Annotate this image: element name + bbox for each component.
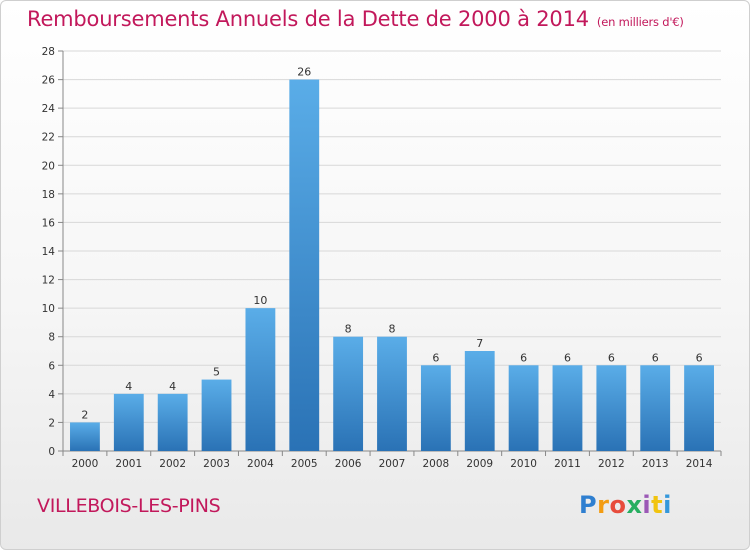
y-tick-label: 6: [48, 360, 55, 372]
bars: [70, 79, 714, 452]
bar-value-label: 7: [476, 337, 483, 350]
y-tick-label: 8: [48, 332, 55, 344]
bar-2006: [333, 336, 364, 451]
bar-value-label: 6: [432, 351, 439, 364]
x-tick-label: 2008: [422, 458, 449, 470]
bar-value-label: 8: [345, 323, 352, 336]
bar-2002: [157, 393, 188, 451]
y-tick-label: 2: [48, 417, 55, 429]
bar-value-label: 6: [608, 351, 615, 364]
y-tick-label: 16: [42, 217, 56, 229]
bar-value-label: 6: [564, 351, 571, 364]
x-tick-label: 2009: [466, 458, 493, 470]
x-tick-label: 2004: [247, 458, 274, 470]
x-tick-label: 2000: [72, 458, 99, 470]
x-tick-label: 2012: [598, 458, 625, 470]
bar-2005: [289, 79, 320, 452]
y-tick-label: 26: [42, 75, 56, 87]
x-tick-label: 2002: [159, 458, 186, 470]
y-tick-label: 24: [42, 103, 56, 115]
bar-2013: [640, 365, 671, 451]
bar-2001: [113, 393, 144, 451]
bar-value-label: 8: [389, 323, 396, 336]
bar-value-label: 5: [213, 366, 220, 379]
x-tick-label: 2003: [203, 458, 230, 470]
bar-value-label: 6: [520, 351, 527, 364]
bar-value-label: 26: [297, 66, 311, 79]
chart-title: Remboursements Annuels de la Dette de 20…: [27, 7, 684, 31]
commune-name: VILLEBOIS-LES-PINS: [37, 495, 221, 517]
y-tick-label: 10: [42, 303, 55, 315]
bar-2007: [377, 336, 407, 451]
bar-2009: [464, 351, 495, 451]
x-tick-label: 2011: [554, 458, 581, 470]
y-tick-label: 0: [48, 446, 55, 458]
x-tick-label: 2006: [335, 458, 362, 470]
y-tick-label: 18: [42, 189, 55, 201]
proxiti-logo: Proxiti: [579, 491, 672, 519]
x-tick-label: 2010: [510, 458, 537, 470]
bar-2003: [201, 379, 232, 451]
bar-value-label: 6: [652, 351, 659, 364]
x-tick-label: 2007: [379, 458, 406, 470]
bar-value-label: 4: [169, 380, 176, 393]
bar-value-label: 10: [253, 294, 267, 307]
x-tick-label: 2014: [686, 458, 713, 470]
bar-2010: [508, 365, 539, 451]
y-tick-label: 12: [42, 275, 55, 287]
bar-2012: [596, 365, 627, 451]
y-tick-label: 20: [42, 160, 55, 172]
bar-2000: [70, 422, 100, 451]
y-tick-label: 14: [42, 246, 56, 258]
y-tick-label: 28: [42, 46, 55, 58]
bar-2011: [552, 365, 583, 451]
bar-2004: [245, 308, 276, 451]
x-tick-label: 2005: [291, 458, 318, 470]
bar-value-label: 6: [696, 351, 703, 364]
bar-value-label: 4: [125, 380, 132, 393]
y-tick-label: 22: [42, 132, 55, 144]
chart-unit: (en milliers d'€): [596, 15, 684, 29]
chart-title-text: Remboursements Annuels de la Dette de 20…: [27, 7, 589, 31]
x-tick-label: 2001: [115, 458, 142, 470]
bar-2014: [684, 365, 714, 451]
labels: 0246810121416182022242628220004200142002…: [42, 46, 713, 470]
x-tick-label: 2013: [642, 458, 669, 470]
bar-2008: [420, 365, 451, 451]
bar-value-label: 2: [81, 408, 88, 421]
y-tick-label: 4: [48, 389, 55, 401]
